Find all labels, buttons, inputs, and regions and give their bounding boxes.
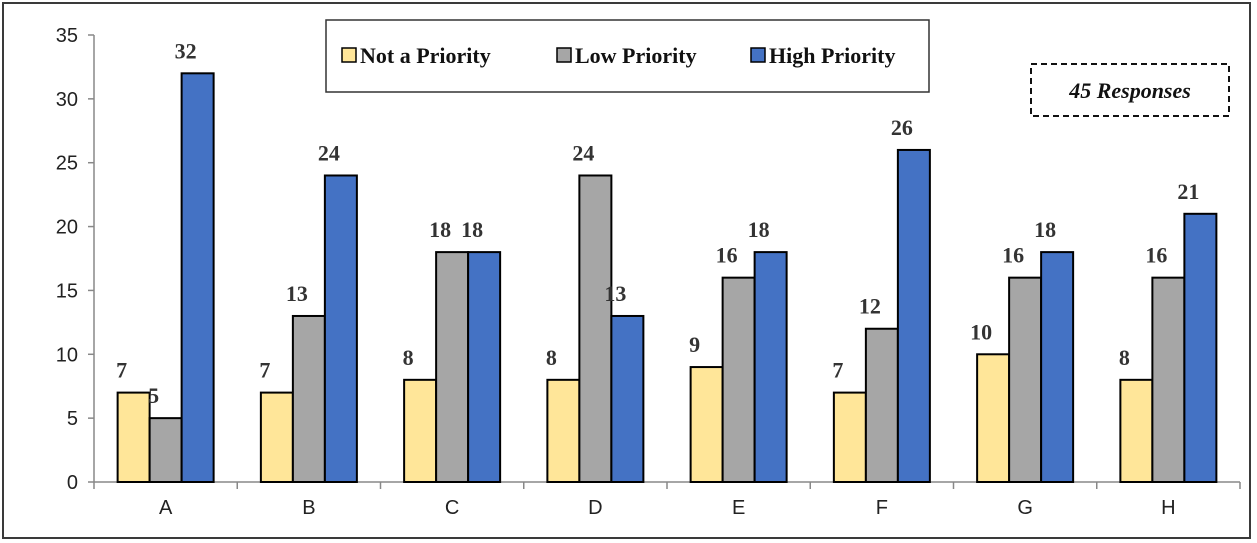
bar-a-high-priority <box>180 72 215 483</box>
x-tick-label: D <box>588 497 602 519</box>
y-tick-label: 35 <box>56 25 78 47</box>
bar-g-low-priority <box>1008 276 1043 483</box>
data-label: 16 <box>716 243 738 268</box>
x-tick-label: E <box>732 497 745 519</box>
legend-label: Not a Priority <box>360 43 491 68</box>
data-label: 26 <box>891 115 913 140</box>
bar-f-high-priority <box>896 148 931 483</box>
bar-f-low-priority <box>864 327 899 483</box>
data-label: 16 <box>1145 243 1167 268</box>
bar-e-low-priority <box>721 276 756 483</box>
bar-c-high-priority <box>467 251 502 483</box>
y-tick-label: 25 <box>56 153 78 175</box>
bar-d-low-priority <box>578 174 613 483</box>
data-label: 18 <box>748 217 770 242</box>
x-tick-label: H <box>1161 497 1175 519</box>
bar-e-high-priority <box>753 251 788 483</box>
data-label: 8 <box>546 345 557 370</box>
x-tick-label: A <box>159 497 173 519</box>
bar-a-low-priority <box>148 417 183 483</box>
bar-d-not-a-priority <box>546 378 581 484</box>
y-tick-label: 5 <box>67 408 78 430</box>
x-tick-label: F <box>876 497 888 519</box>
bar-f-not-a-priority <box>832 391 867 484</box>
y-tick-label: 15 <box>56 280 78 302</box>
x-axis: A B C D E F G H <box>93 481 1241 519</box>
data-label: 8 <box>403 345 414 370</box>
y-tick-label: 0 <box>67 472 78 494</box>
data-label: 7 <box>259 358 270 383</box>
data-label: 21 <box>1177 179 1199 204</box>
legend-swatch <box>750 47 766 63</box>
bar-d-high-priority <box>610 314 645 483</box>
bar-g-not-a-priority <box>976 353 1011 483</box>
bar-g-high-priority <box>1040 251 1075 483</box>
data-label: 16 <box>1002 243 1024 268</box>
x-tick-label: B <box>302 497 315 519</box>
x-tick-label: C <box>445 497 459 519</box>
legend: Not a Priority Low Priority High Priority <box>325 19 930 93</box>
responses-note-text: 45 Responses <box>1068 78 1191 103</box>
data-label: 18 <box>461 217 483 242</box>
legend-label: Low Priority <box>575 43 697 68</box>
bar-h-low-priority <box>1151 276 1186 483</box>
bar-h-high-priority <box>1183 212 1218 484</box>
data-label: 32 <box>175 38 197 63</box>
bar-b-not-a-priority <box>259 391 294 484</box>
data-label: 24 <box>572 140 594 165</box>
data-label: 18 <box>1034 217 1056 242</box>
data-label: 9 <box>689 332 700 357</box>
data-label: 7 <box>116 358 127 383</box>
bar-h-not-a-priority <box>1119 378 1154 484</box>
y-tick-label: 20 <box>56 217 78 239</box>
data-label: 13 <box>286 281 308 306</box>
y-axis: 0 5 10 15 20 25 30 35 <box>56 25 95 494</box>
data-label: 18 <box>429 217 451 242</box>
data-label: 10 <box>970 319 992 344</box>
y-tick-label: 30 <box>56 89 78 111</box>
bar-a-not-a-priority <box>116 391 151 484</box>
data-label: 24 <box>318 140 340 165</box>
responses-note: 45 Responses <box>1030 63 1230 117</box>
bar-e-not-a-priority <box>689 366 724 483</box>
data-label: 8 <box>1119 345 1130 370</box>
legend-swatch <box>341 47 357 63</box>
legend-swatch <box>556 47 572 63</box>
x-tick-label: G <box>1017 497 1033 519</box>
bars <box>116 72 1218 484</box>
bar-c-low-priority <box>435 251 470 483</box>
bar-b-high-priority <box>323 174 358 483</box>
data-label: 5 <box>148 383 159 408</box>
data-label: 7 <box>832 358 843 383</box>
data-label: 12 <box>859 294 881 319</box>
bar-b-low-priority <box>291 314 326 483</box>
bar-c-not-a-priority <box>403 378 438 484</box>
y-tick-label: 10 <box>56 344 78 366</box>
data-label: 13 <box>604 281 626 306</box>
legend-label: High Priority <box>769 43 895 68</box>
